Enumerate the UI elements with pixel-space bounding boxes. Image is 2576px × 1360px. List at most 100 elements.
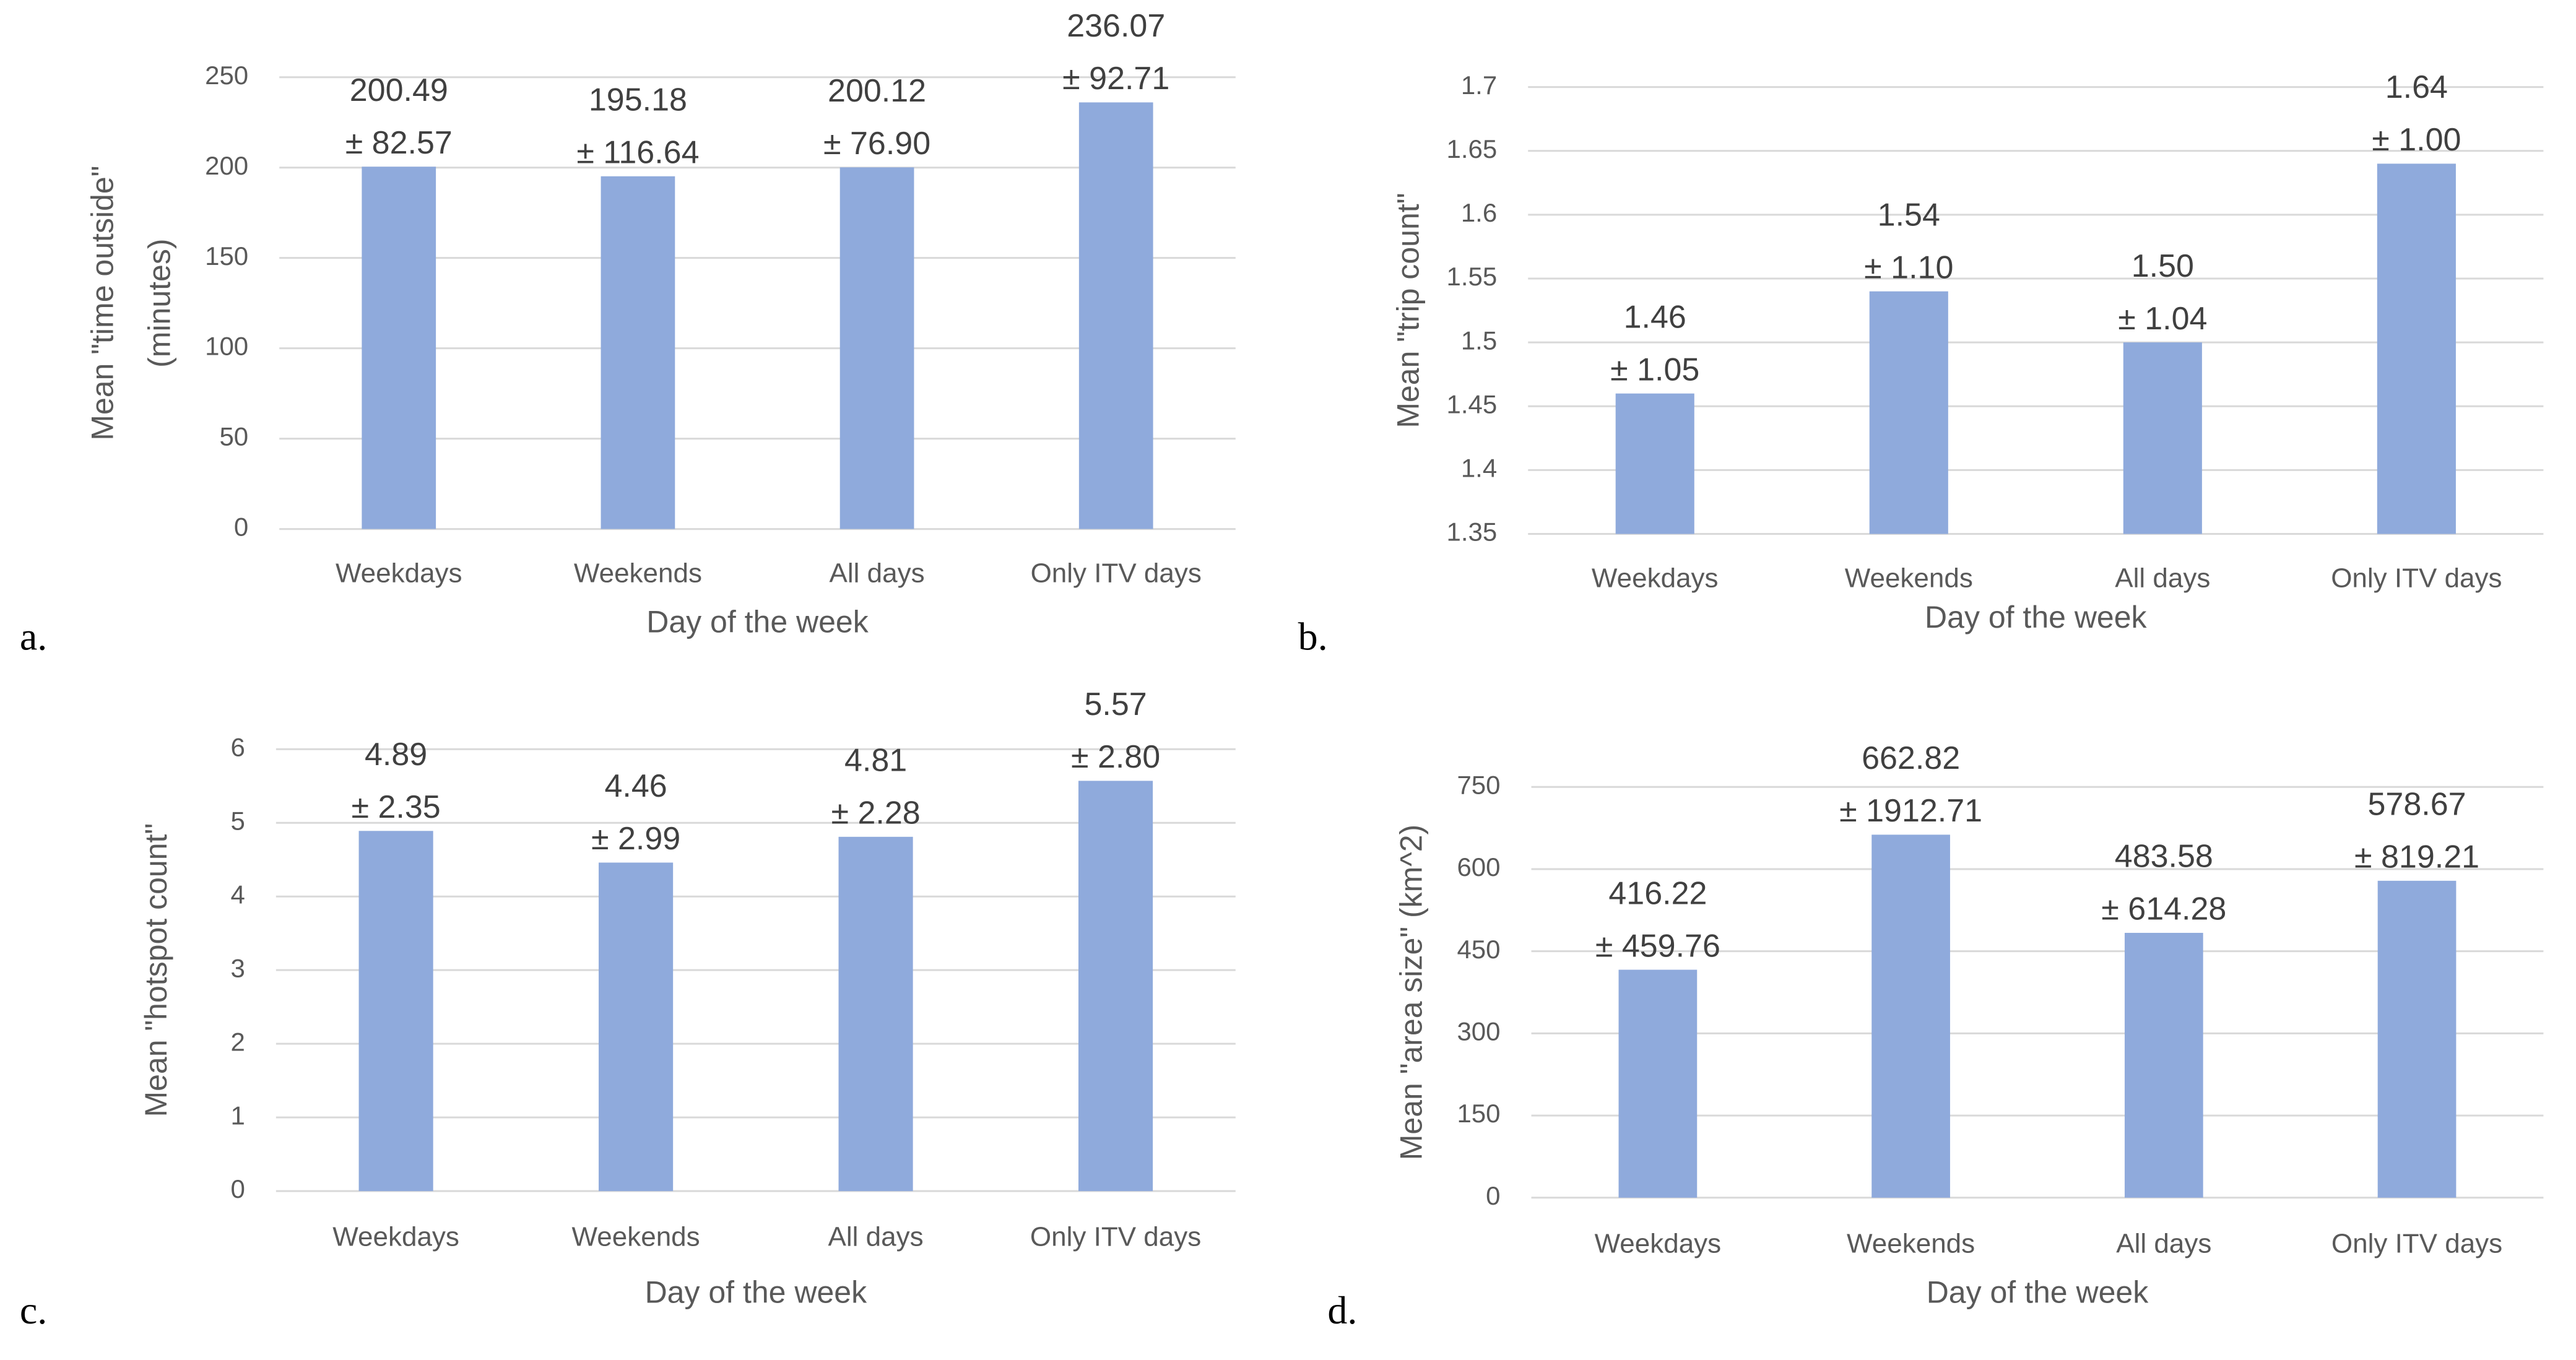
y-tick-label: 2 (231, 1027, 245, 1056)
error-label: ± 2.99 (591, 821, 680, 857)
bar (2377, 880, 2457, 1198)
value-label: 483.58 (2115, 839, 2213, 875)
bar (2124, 932, 2203, 1198)
error-label: ± 1.10 (1864, 249, 1953, 285)
y-tick-label: 1.55 (1446, 262, 1497, 291)
bar (1871, 834, 1950, 1198)
bar (1615, 393, 1694, 534)
x-tick-label: Weekdays (1592, 563, 1719, 593)
y-axis-title: Mean "trip count" (1390, 193, 1425, 428)
x-tick-label: Weekends (572, 1222, 700, 1252)
y-tick-label: 6 (231, 732, 245, 761)
y-tick-label: 1.45 (1446, 389, 1497, 418)
y-tick-label: 450 (1457, 935, 1500, 964)
x-tick-label: Only ITV days (1031, 558, 1202, 589)
bar (1869, 291, 1948, 534)
error-label: ± 82.57 (345, 125, 453, 161)
y-tick-label: 1.35 (1446, 518, 1497, 547)
x-tick-label: All days (2115, 563, 2210, 593)
x-tick-label: Weekends (574, 558, 702, 589)
x-axis-title: Day of the week (1925, 600, 2148, 635)
x-axis-title: Day of the week (1927, 1275, 2149, 1310)
bar (1618, 969, 1698, 1198)
y-axis-title: Mean "area size" (km^2) (1394, 825, 1429, 1160)
value-label: 4.46 (604, 768, 667, 804)
panel-label: c. (20, 1288, 47, 1332)
y-tick-label: 250 (205, 61, 248, 90)
error-label: ± 92.71 (1062, 61, 1169, 97)
value-label: 200.12 (828, 73, 926, 109)
value-label: 200.49 (350, 72, 448, 108)
y-tick-label: 100 (205, 332, 248, 361)
x-tick-label: Weekdays (332, 1222, 459, 1252)
value-label: 4.89 (365, 737, 427, 773)
panel-label: b. (1298, 615, 1328, 659)
value-label: 578.67 (2368, 787, 2466, 823)
y-tick-label: 1 (231, 1101, 245, 1130)
x-axis-title: Day of the week (646, 605, 869, 639)
value-label: 1.50 (2131, 248, 2194, 284)
error-label: ± 1.05 (1610, 352, 1699, 388)
y-tick-label: 3 (231, 953, 245, 982)
panel-label: d. (1327, 1288, 1357, 1332)
bar (2123, 342, 2202, 534)
value-label: 416.22 (1608, 875, 1707, 911)
y-tick-label: 1.6 (1461, 198, 1497, 227)
error-label: ± 819.21 (2354, 839, 2479, 875)
error-label: ± 76.90 (823, 126, 930, 162)
bar (599, 862, 674, 1192)
y-tick-label: 5 (231, 806, 245, 835)
x-tick-label: Weekends (1847, 1228, 1975, 1258)
y-tick-label: 200 (205, 151, 248, 180)
x-tick-label: Weekends (1845, 563, 1973, 593)
value-label: 662.82 (1862, 740, 1960, 776)
error-label: ± 1.04 (2118, 301, 2207, 337)
y-axis-title: Mean "time outside" (85, 166, 119, 441)
x-tick-label: All days (830, 558, 925, 589)
error-label: ± 1.00 (2372, 122, 2461, 158)
panel-label: a. (20, 615, 47, 659)
y-axis-title: Mean "hotspot count" (139, 823, 173, 1117)
y-tick-label: 600 (1457, 852, 1500, 881)
value-label: 5.57 (1084, 686, 1147, 722)
error-label: ± 2.80 (1071, 739, 1160, 775)
error-label: ± 614.28 (2101, 891, 2226, 927)
y-tick-label: 1.4 (1461, 454, 1497, 483)
bar (839, 167, 914, 529)
error-label: ± 2.28 (831, 795, 920, 831)
value-label: 1.64 (2385, 69, 2448, 105)
bar (358, 831, 433, 1192)
y-axis-title: (minutes) (142, 238, 176, 367)
value-label: 195.18 (589, 82, 687, 118)
y-tick-label: 1.65 (1446, 134, 1497, 163)
y-tick-label: 50 (219, 422, 248, 451)
x-tick-label: Only ITV days (2331, 563, 2502, 593)
error-label: ± 2.35 (352, 789, 441, 825)
x-tick-label: Only ITV days (1030, 1222, 1201, 1252)
error-label: ± 116.64 (576, 135, 699, 171)
y-tick-label: 0 (231, 1174, 245, 1203)
error-label: ± 459.76 (1595, 928, 1720, 964)
bar (2377, 163, 2456, 534)
value-label: 1.46 (1624, 299, 1686, 335)
value-label: 4.81 (844, 743, 907, 779)
x-axis-title: Day of the week (645, 1275, 868, 1310)
y-tick-label: 150 (1457, 1099, 1500, 1128)
x-tick-label: All days (2116, 1228, 2211, 1258)
bar (1078, 102, 1153, 529)
bar (362, 167, 436, 529)
error-label: ± 1912.71 (1839, 793, 1982, 829)
y-tick-label: 1.7 (1461, 71, 1497, 100)
x-tick-label: Weekdays (336, 558, 462, 589)
bar (601, 176, 675, 529)
value-label: 236.07 (1067, 8, 1165, 44)
y-tick-label: 0 (234, 513, 248, 542)
y-tick-label: 1.5 (1461, 326, 1497, 355)
y-tick-label: 300 (1457, 1016, 1500, 1046)
y-tick-label: 150 (205, 241, 248, 271)
bar (1078, 781, 1153, 1192)
x-tick-label: Weekdays (1595, 1228, 1722, 1258)
y-tick-label: 4 (231, 880, 245, 909)
x-tick-label: All days (828, 1222, 924, 1252)
